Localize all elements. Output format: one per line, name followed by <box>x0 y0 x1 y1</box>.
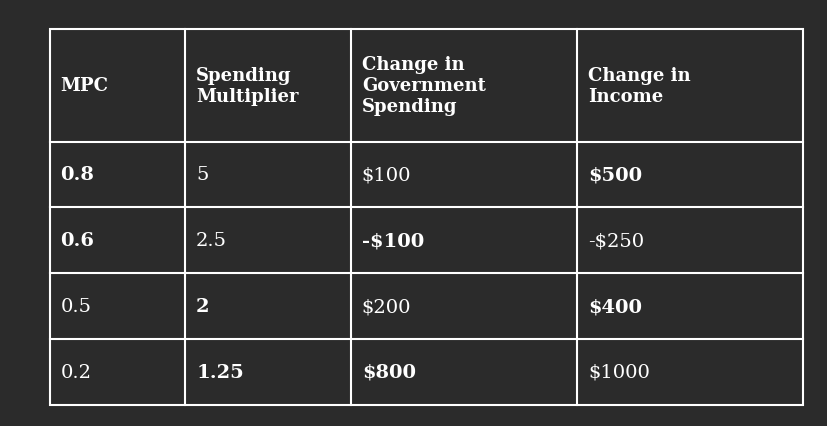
Text: -$250: -$250 <box>587 232 643 250</box>
Text: 5: 5 <box>196 166 208 184</box>
Text: 0.2: 0.2 <box>60 363 91 381</box>
Text: -$100: -$100 <box>361 232 423 250</box>
Text: Change in
Income: Change in Income <box>587 67 690 105</box>
Text: Change in
Government
Spending: Change in Government Spending <box>361 56 485 116</box>
Text: 0.6: 0.6 <box>60 232 94 250</box>
Text: 2: 2 <box>196 297 209 315</box>
Text: $100: $100 <box>361 166 411 184</box>
Text: $1000: $1000 <box>587 363 649 381</box>
Text: 1.25: 1.25 <box>196 363 243 381</box>
Text: $200: $200 <box>361 297 411 315</box>
Text: 2.5: 2.5 <box>196 232 227 250</box>
Text: Spending
Multiplier: Spending Multiplier <box>196 67 299 105</box>
Bar <box>50 30 802 405</box>
Text: $400: $400 <box>587 297 641 315</box>
Text: 0.8: 0.8 <box>60 166 94 184</box>
Text: $800: $800 <box>361 363 415 381</box>
Text: MPC: MPC <box>60 77 108 95</box>
Text: 0.5: 0.5 <box>60 297 91 315</box>
Text: $500: $500 <box>587 166 641 184</box>
